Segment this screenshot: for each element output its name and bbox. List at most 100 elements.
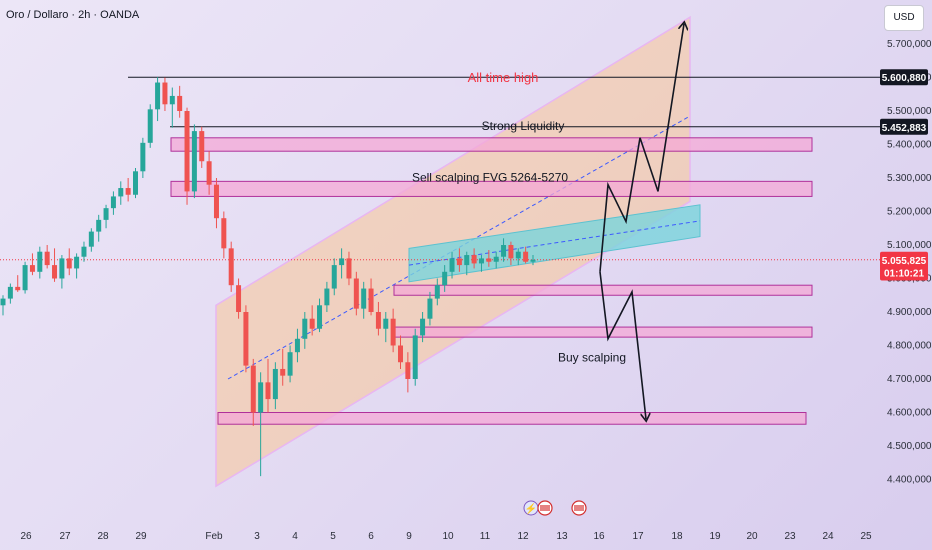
candle-body bbox=[427, 298, 433, 319]
candle-body bbox=[449, 258, 455, 272]
flag-stripes bbox=[574, 505, 584, 511]
candle-body bbox=[456, 258, 462, 266]
candle-body bbox=[405, 362, 411, 379]
price-tag-box bbox=[880, 69, 928, 86]
candle-body bbox=[434, 285, 440, 299]
candle-body bbox=[29, 265, 35, 272]
candle-body bbox=[478, 258, 484, 264]
candle-body bbox=[140, 142, 146, 172]
x-tick-label: 9 bbox=[406, 531, 412, 542]
x-tick-label: 29 bbox=[135, 531, 147, 542]
arrows-layer bbox=[599, 24, 684, 419]
bearish-projection-arrow bbox=[599, 271, 646, 419]
annotation-label: Sell scalping FVG 5264-5270 bbox=[412, 170, 568, 184]
candle-body bbox=[118, 188, 124, 197]
candle-body bbox=[523, 251, 529, 262]
candle-body bbox=[265, 382, 271, 400]
y-tick-label: 5.300,000 bbox=[887, 173, 932, 184]
buy-zone bbox=[393, 326, 813, 338]
candle-body bbox=[191, 131, 197, 192]
candle-body bbox=[309, 318, 315, 329]
candle-body bbox=[228, 248, 234, 286]
candle-body bbox=[486, 258, 492, 262]
candle-body bbox=[155, 82, 161, 110]
candle-body bbox=[493, 256, 499, 262]
candle-body bbox=[206, 161, 212, 185]
x-tick-label: 18 bbox=[671, 531, 683, 542]
candle-body bbox=[442, 271, 448, 286]
x-tick-label: 20 bbox=[746, 531, 758, 542]
annotations-layer: All time high Strong Liquidity Sell scalpi… bbox=[412, 70, 626, 364]
deep-support-zone bbox=[217, 412, 807, 425]
candle-body bbox=[236, 285, 242, 312]
candle-body bbox=[250, 365, 256, 413]
y-tick-label: 4.700,000 bbox=[887, 374, 932, 385]
x-tick-label: 16 bbox=[593, 531, 605, 542]
price-tag-box bbox=[880, 118, 928, 135]
x-tick-label: 13 bbox=[556, 531, 568, 542]
y-tick-label: 4.900,000 bbox=[887, 307, 932, 318]
flag-stripes bbox=[540, 505, 550, 511]
x-tick-label: 4 bbox=[292, 531, 298, 542]
candle-body bbox=[530, 259, 536, 262]
candle-body bbox=[420, 318, 426, 336]
liquidity-zone bbox=[170, 137, 813, 152]
x-tick-label: 3 bbox=[254, 531, 260, 542]
candle-body bbox=[294, 338, 300, 353]
annotation-label: Strong Liquidity bbox=[482, 119, 565, 133]
price-tag-label: 5.055,825 bbox=[882, 256, 927, 267]
candle-body bbox=[81, 246, 87, 257]
candle-body bbox=[383, 318, 389, 329]
x-tick-label: 19 bbox=[709, 531, 721, 542]
consolidation-midline bbox=[408, 220, 701, 266]
candle-body bbox=[199, 131, 205, 162]
candle-body bbox=[508, 245, 514, 259]
candle-body bbox=[390, 318, 396, 346]
price-tag-label: 01:10:21 bbox=[884, 268, 924, 279]
symbol-header: Oro / Dollaro · 2h · OANDA bbox=[6, 9, 140, 21]
candle-body bbox=[7, 286, 13, 299]
candle-body bbox=[184, 111, 190, 192]
fvg-zone bbox=[170, 180, 813, 197]
candle-body bbox=[213, 184, 219, 219]
y-tick-label: 4.500,000 bbox=[887, 441, 932, 452]
annotation-label: Buy scalping bbox=[558, 351, 626, 365]
lines-layer bbox=[0, 76, 880, 261]
x-tick-label: 25 bbox=[860, 531, 872, 542]
axes-layer: 5.700,0005.600,0005.500,0005.400,0005.30… bbox=[20, 39, 931, 542]
candle-body bbox=[471, 255, 477, 264]
candle-body bbox=[44, 251, 50, 266]
x-tick-label: 6 bbox=[368, 531, 374, 542]
candle-body bbox=[368, 288, 374, 312]
y-tick-label: 5.400,000 bbox=[887, 140, 932, 151]
x-tick-label: 12 bbox=[517, 531, 529, 542]
bullish-projection-arrow bbox=[599, 24, 684, 272]
candle-body bbox=[0, 298, 6, 306]
x-tick-label: 24 bbox=[822, 531, 834, 542]
candle-body bbox=[280, 368, 286, 376]
candle-body bbox=[169, 95, 175, 105]
candle-body bbox=[324, 288, 330, 306]
candle-body bbox=[398, 345, 403, 363]
x-tick-label: Feb bbox=[205, 531, 223, 542]
candle-body bbox=[375, 312, 381, 329]
candle-body bbox=[243, 312, 249, 366]
currency-button[interactable]: USD bbox=[884, 5, 924, 31]
price-tag-label: 5.600,880 bbox=[882, 73, 927, 84]
x-tick-label: 23 bbox=[784, 531, 796, 542]
candle-body bbox=[177, 95, 183, 111]
candle-body bbox=[66, 258, 72, 269]
candle-body bbox=[464, 255, 470, 266]
y-tick-label: 5.700,000 bbox=[887, 39, 932, 50]
price-tag-box bbox=[880, 264, 928, 281]
y-tick-label: 5.200,000 bbox=[887, 207, 932, 218]
annotation-label: All time high bbox=[468, 70, 539, 85]
candle-body bbox=[37, 251, 43, 272]
candle-body bbox=[515, 251, 521, 259]
candle-body bbox=[96, 219, 102, 232]
candle-body bbox=[133, 171, 138, 195]
channel-midline bbox=[227, 115, 691, 380]
candle-body bbox=[339, 258, 345, 266]
x-tick-label: 17 bbox=[632, 531, 644, 542]
